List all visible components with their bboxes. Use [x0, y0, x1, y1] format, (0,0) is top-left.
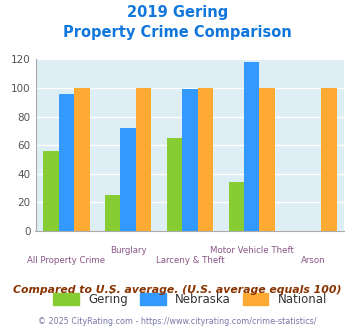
Text: Property Crime Comparison: Property Crime Comparison	[63, 25, 292, 40]
Text: Compared to U.S. average. (U.S. average equals 100): Compared to U.S. average. (U.S. average …	[13, 285, 342, 295]
Bar	[198, 88, 213, 231]
Bar	[43, 151, 59, 231]
Legend: Gering, Nebraska, National: Gering, Nebraska, National	[48, 288, 332, 311]
Bar	[182, 89, 198, 231]
Bar	[167, 138, 182, 231]
Bar	[260, 88, 275, 231]
Bar	[105, 195, 120, 231]
Bar	[74, 88, 89, 231]
Text: Arson: Arson	[301, 256, 326, 265]
Bar	[136, 88, 151, 231]
Bar	[59, 94, 74, 231]
Text: © 2025 CityRating.com - https://www.cityrating.com/crime-statistics/: © 2025 CityRating.com - https://www.city…	[38, 317, 317, 326]
Text: Larceny & Theft: Larceny & Theft	[155, 256, 224, 265]
Bar	[244, 62, 260, 231]
Bar	[321, 88, 337, 231]
Text: All Property Crime: All Property Crime	[27, 256, 105, 265]
Text: 2019 Gering: 2019 Gering	[127, 5, 228, 20]
Bar	[120, 128, 136, 231]
Text: Motor Vehicle Theft: Motor Vehicle Theft	[210, 246, 294, 255]
Text: Burglary: Burglary	[110, 246, 147, 255]
Bar	[229, 182, 244, 231]
